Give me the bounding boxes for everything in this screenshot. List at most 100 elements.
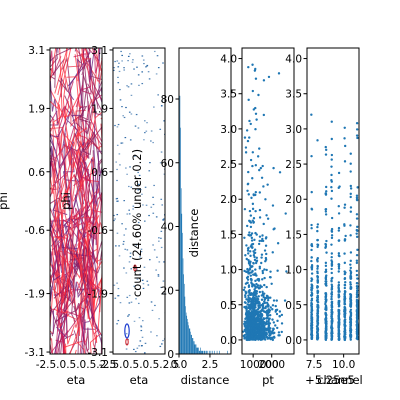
scatter-point <box>337 171 341 175</box>
histogram-bar <box>180 188 182 354</box>
scatter-point <box>310 227 313 230</box>
scatter-point <box>310 297 314 300</box>
density-cell <box>117 66 120 68</box>
scatter-point <box>266 310 270 313</box>
density-cell <box>134 350 137 353</box>
scatter-point <box>259 166 263 170</box>
y-tick-label: 0.5 <box>220 300 237 312</box>
scatter-point <box>349 271 353 274</box>
density-cell <box>118 255 121 257</box>
scatter-point <box>244 254 247 257</box>
y-axis-label: phi <box>59 192 73 210</box>
scatter-point <box>310 272 314 275</box>
scatter-point <box>280 330 283 334</box>
density-cell <box>125 167 127 169</box>
scatter-point <box>263 292 266 295</box>
scatter-point <box>324 300 327 304</box>
density-cell <box>126 173 128 175</box>
scatter-point <box>343 311 347 314</box>
red-contour <box>133 264 137 272</box>
y-axis-label: count (24.60% under 0.2) <box>130 149 144 297</box>
scatter-point <box>246 249 250 252</box>
scatter-point <box>310 208 314 211</box>
density-cell <box>120 50 122 53</box>
scatter-point <box>253 251 257 254</box>
density-cell <box>143 139 145 141</box>
density-cell <box>142 287 145 290</box>
x-tick-label: 0.0 <box>171 359 188 371</box>
y-tick-label: 3.5 <box>220 89 237 101</box>
density-cell <box>114 124 116 127</box>
scatter-point <box>337 252 341 255</box>
scatter-point <box>245 129 249 132</box>
scatter-point <box>325 328 328 331</box>
density-cell <box>141 320 144 322</box>
scatter-point <box>254 268 257 271</box>
scatter-point <box>261 335 264 339</box>
scatter-point <box>265 285 268 289</box>
scatter-point <box>255 295 258 298</box>
scatter-point <box>349 283 352 286</box>
scatter-point <box>355 295 359 298</box>
density-cell <box>138 174 141 177</box>
density-cell <box>160 105 163 107</box>
scatter-point <box>255 334 258 337</box>
density-cell <box>124 136 127 139</box>
scatter-point <box>355 311 359 315</box>
histogram-bar <box>186 315 188 354</box>
scatter-point <box>285 270 288 273</box>
scatter-point <box>310 259 313 263</box>
scatter-point <box>250 282 254 285</box>
scatter-point <box>244 327 248 330</box>
track-line <box>78 215 100 312</box>
density-cell <box>147 284 150 286</box>
scatter-point <box>253 288 256 291</box>
scatter-point <box>252 294 255 298</box>
scatter-point <box>349 206 353 209</box>
density-cell <box>116 60 119 62</box>
y-tick-label: 60 <box>161 158 174 170</box>
scatter-point <box>316 329 319 332</box>
scatter-point <box>268 309 272 312</box>
track-line <box>54 185 66 284</box>
scatter-point <box>337 239 341 242</box>
y-tick-label: 0.0 <box>220 335 237 347</box>
track-line <box>85 327 90 354</box>
density-cell <box>151 309 154 312</box>
scatter-point <box>266 337 269 340</box>
density-cell <box>143 352 146 354</box>
scatter-point <box>343 333 347 336</box>
density-cell <box>160 198 163 200</box>
scatter-point <box>330 243 333 246</box>
scatter-point <box>254 327 257 331</box>
histogram-bar <box>183 274 184 354</box>
scatter-point <box>255 319 258 322</box>
track-line <box>82 118 89 213</box>
track-line <box>50 173 55 256</box>
scatter-point <box>253 313 256 316</box>
density-cell <box>130 83 133 85</box>
scatter-point <box>244 295 247 299</box>
scatter-point <box>276 242 280 245</box>
histogram-bar <box>207 350 209 354</box>
scatter-point <box>245 321 249 324</box>
scatter-point <box>246 182 250 185</box>
histogram-bar <box>188 325 189 354</box>
scatter-point <box>349 304 353 308</box>
x-tick-overlay: 00 <box>265 359 278 371</box>
scatter-point <box>243 333 246 337</box>
scatter-point <box>324 268 328 271</box>
histogram-bar <box>184 296 186 354</box>
scatter-point <box>248 322 251 326</box>
scatter-point <box>337 320 341 323</box>
density-cell <box>155 269 157 271</box>
density-cell <box>131 61 134 63</box>
scatter-point <box>251 313 254 317</box>
density-cell <box>123 234 126 236</box>
track-line <box>71 193 93 246</box>
density-cell <box>143 266 146 268</box>
density-cell <box>150 301 153 303</box>
track-line <box>75 105 91 135</box>
scatter-point <box>250 196 253 200</box>
scatter-point <box>264 256 268 260</box>
